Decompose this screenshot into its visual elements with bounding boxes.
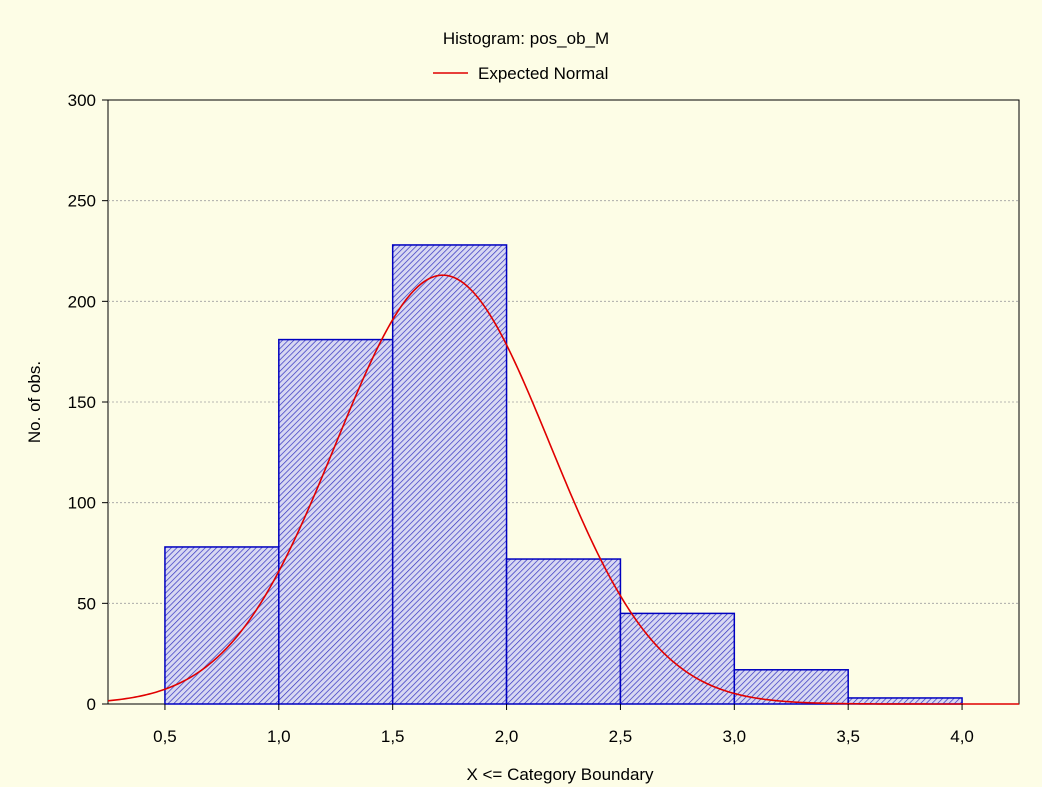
y-tick-label: 200 (68, 292, 96, 311)
y-tick-label: 100 (68, 494, 96, 513)
x-tick-label: 4,0 (950, 727, 974, 746)
x-tick-label: 1,5 (381, 727, 405, 746)
x-tick-label: 3,5 (836, 727, 860, 746)
histogram-bar-1 (164, 546, 280, 705)
histogram-bar-6 (733, 669, 849, 705)
chart-title: Histogram: pos_ob_M (443, 29, 609, 48)
x-axis-ticks: 0,5 1,0 1,5 2,0 2,5 3,0 3,5 4,0 (153, 704, 974, 746)
y-tick-label: 300 (68, 91, 96, 110)
histogram-bar-4 (505, 558, 622, 705)
y-tick-label: 150 (68, 393, 96, 412)
x-tick-label: 0,5 (153, 727, 177, 746)
y-tick-label: 50 (77, 594, 96, 613)
histogram-bar-3 (391, 244, 508, 705)
x-axis-label: X <= Category Boundary (466, 765, 654, 784)
legend: Expected Normal (433, 64, 608, 83)
x-tick-label: 1,0 (267, 727, 291, 746)
histogram-bar-2 (278, 338, 394, 705)
x-tick-label: 3,0 (722, 727, 746, 746)
y-tick-label: 250 (68, 192, 96, 211)
y-axis-label: No. of obs. (25, 361, 44, 443)
y-tick-label: 0 (87, 695, 96, 714)
expected-normal-curve (107, 274, 1019, 705)
gridlines (108, 200, 1019, 604)
x-tick-label: 2,5 (609, 727, 633, 746)
y-axis-ticks: 0 50 100 150 200 250 300 (68, 91, 108, 714)
histogram-bar-5 (619, 612, 736, 705)
legend-label-expected-normal: Expected Normal (478, 64, 608, 83)
bars (164, 244, 963, 705)
x-tick-label: 2,0 (495, 727, 519, 746)
